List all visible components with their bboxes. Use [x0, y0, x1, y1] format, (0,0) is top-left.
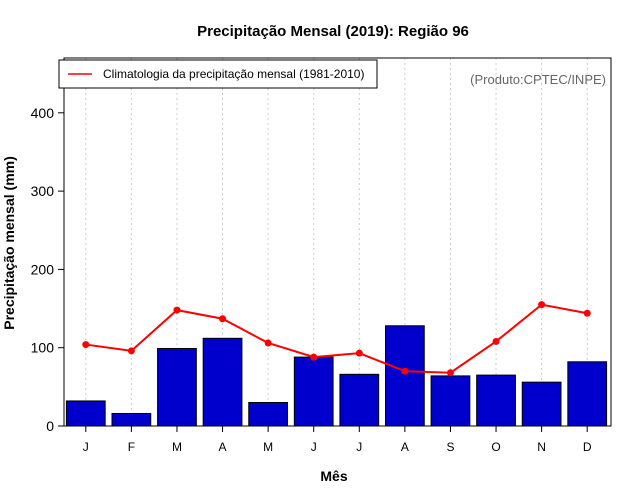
climatology-point: [355, 349, 363, 357]
bar: [430, 375, 471, 427]
bar: [567, 361, 608, 427]
x-tick-label: M: [172, 440, 182, 454]
bar: [248, 402, 288, 427]
x-tick-label: J: [356, 440, 362, 454]
climatology-line: [85, 303, 588, 374]
bar: [65, 400, 106, 427]
bar: [476, 374, 516, 427]
y-tick-label: 300: [31, 183, 55, 199]
y-tick-label: 0: [46, 418, 54, 434]
y-axis: 0 100 200 300 400: [31, 105, 64, 434]
y-axis-label: Precipitação mensal (mm): [1, 156, 17, 330]
climatology-point: [401, 367, 409, 375]
bar: [339, 373, 380, 427]
x-tick-label: F: [128, 440, 135, 454]
legend-box: [58, 59, 378, 89]
bar: [521, 381, 562, 427]
x-tick-label: J: [311, 440, 317, 454]
legend-label: Climatologia da precipitação mensal (198…: [103, 67, 364, 81]
credit-annotation: (Produto:CPTEC/INPE): [470, 72, 606, 87]
x-tick-label: S: [446, 440, 454, 454]
x-tick-label: A: [219, 440, 227, 454]
legend: Climatologia da precipitação mensal (198…: [58, 59, 378, 89]
bar: [293, 356, 334, 427]
chart-title: Precipitação Mensal (2019): Região 96: [197, 23, 469, 40]
climatology-series: [82, 301, 591, 377]
climatology-point: [492, 337, 500, 345]
climatology-point: [219, 315, 227, 323]
climatology-point: [310, 353, 318, 361]
x-tick-label: N: [537, 440, 546, 454]
climatology-point: [446, 369, 454, 377]
climatology-point: [583, 309, 591, 317]
climatology-point: [82, 341, 90, 349]
climatology-point: [538, 301, 546, 309]
climatology-point: [173, 306, 181, 314]
x-tick-label: M: [263, 440, 273, 454]
y-tick-label: 400: [31, 105, 55, 121]
x-tick-label: J: [83, 440, 89, 454]
y-tick-label: 100: [31, 340, 55, 356]
plot-frame: [63, 57, 612, 427]
x-tick-label: O: [491, 440, 500, 454]
x-tick-label: D: [583, 440, 592, 454]
bar: [157, 347, 197, 427]
x-tick-label: A: [401, 440, 409, 454]
bar: [111, 412, 152, 427]
bar: [385, 325, 425, 427]
climatology-point: [264, 339, 272, 347]
bar-series: [65, 325, 608, 427]
y-tick-label: 200: [31, 261, 55, 277]
x-axis-label: Mês: [320, 468, 347, 484]
bar: [202, 337, 243, 427]
climatology-point: [127, 347, 135, 355]
